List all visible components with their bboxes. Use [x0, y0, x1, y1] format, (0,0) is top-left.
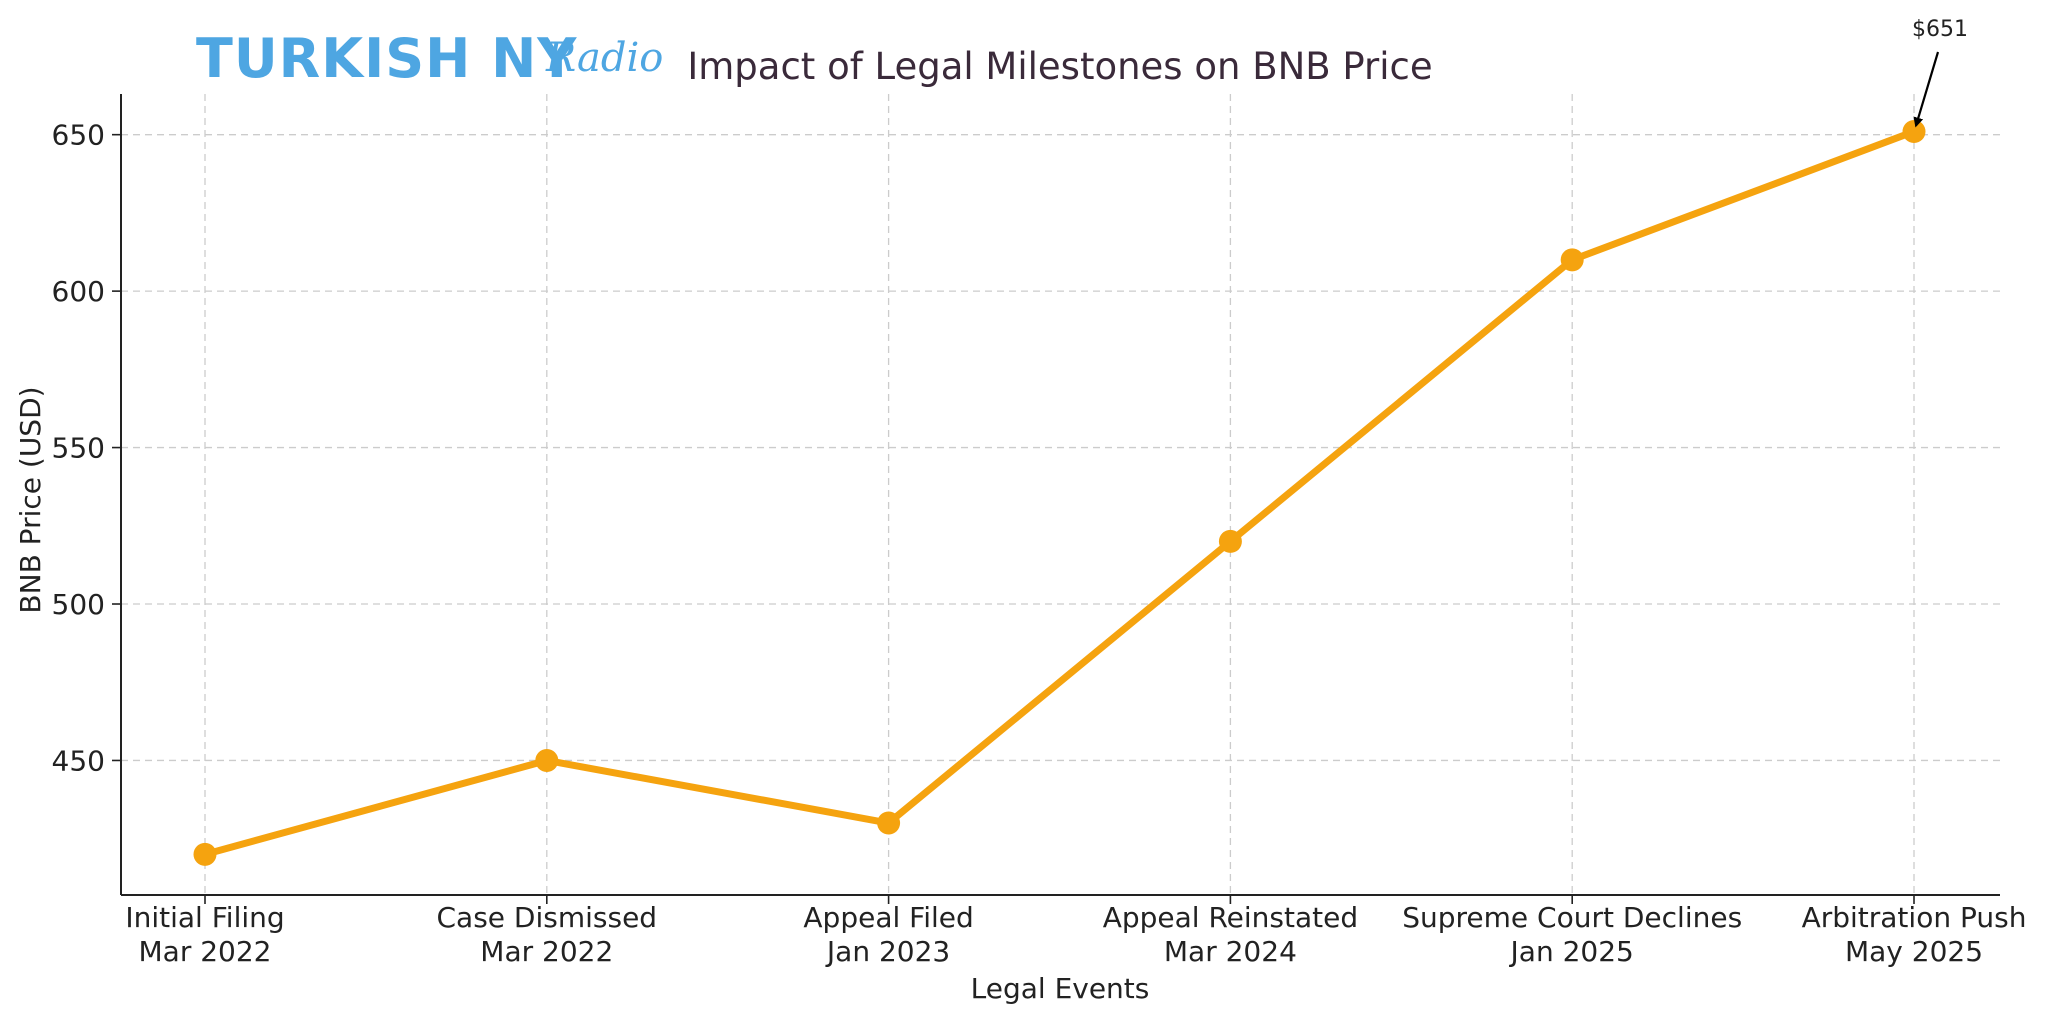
chart-title: Impact of Legal Milestones on BNB Price — [687, 45, 1432, 88]
data-point — [1218, 529, 1242, 553]
y-tick-label: 450 — [52, 744, 105, 777]
x-tick-label: Appeal Filed Jan 2023 — [803, 901, 973, 968]
y-tick-label: 650 — [52, 119, 105, 152]
annotation-label: $651 — [1912, 17, 1968, 42]
data-point — [877, 811, 901, 835]
y-tick-label: 550 — [52, 432, 105, 465]
y-tick-label: 500 — [52, 588, 105, 621]
x-axis-label: Legal Events — [971, 972, 1150, 1005]
data-point — [1902, 120, 1926, 144]
annotation-arrow — [1913, 51, 1940, 128]
data-point — [1560, 248, 1584, 272]
x-tick-label: Case Dismissed Mar 2022 — [437, 901, 658, 968]
grid — [121, 94, 2000, 895]
x-tick-label: Arbitration Push May 2025 — [1802, 901, 2027, 968]
x-tick-label: Appeal Reinstated Mar 2024 — [1103, 901, 1358, 968]
data-point — [193, 842, 217, 866]
x-tick-label: Supreme Court Declines Jan 2025 — [1402, 901, 1742, 968]
series-line — [201, 128, 1918, 858]
data-point — [535, 748, 559, 772]
y-tick-label: 600 — [52, 275, 105, 308]
logo-wordmark: TURKISH NY — [196, 27, 578, 90]
y-axis-label: BNB Price (USD) — [14, 386, 47, 613]
logo-script: Radio — [546, 35, 664, 81]
x-tick-label: Initial Filing Mar 2022 — [125, 901, 284, 968]
